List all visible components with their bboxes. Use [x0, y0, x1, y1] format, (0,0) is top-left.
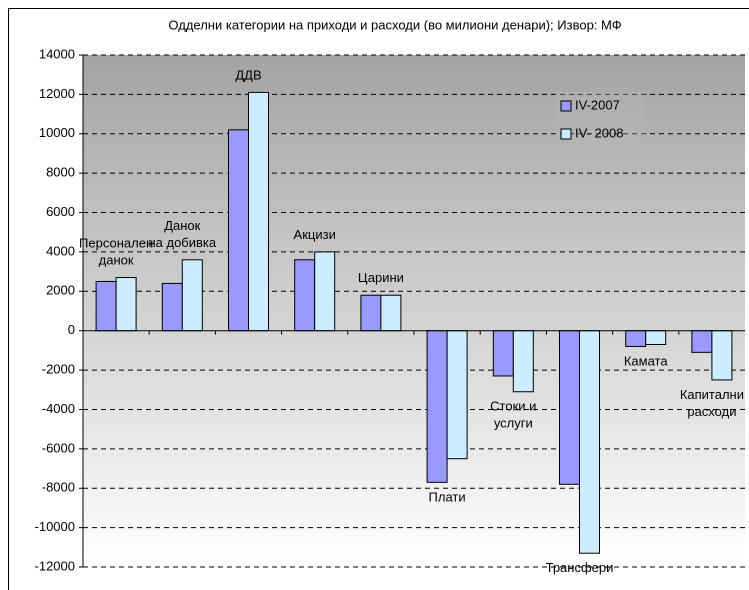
category-label: ДДВ	[235, 68, 261, 83]
y-tick-label: -6000	[42, 440, 75, 455]
category-label: Персонален данок	[79, 236, 153, 268]
y-tick-label: 12000	[39, 86, 75, 101]
y-tick-label: 10000	[39, 125, 75, 140]
bar	[625, 330, 647, 347]
y-tick-label: -10000	[35, 519, 75, 534]
y-tick-label: -2000	[42, 362, 75, 377]
bar	[294, 259, 316, 332]
category-label: Данок на добивка	[148, 218, 216, 250]
y-tick-label: 6000	[46, 204, 75, 219]
bar	[446, 330, 468, 460]
bar	[579, 330, 600, 554]
bar	[360, 294, 382, 332]
bar	[559, 330, 580, 485]
legend-label: IV-2007	[575, 97, 620, 112]
bar	[512, 330, 534, 393]
y-tick-label: -4000	[42, 401, 75, 416]
bar	[645, 330, 667, 345]
legend-swatch	[560, 128, 572, 140]
chart-title: Одделни категории на приходи и расходи (…	[168, 17, 621, 32]
bar	[426, 330, 448, 483]
category-label: Царини	[358, 271, 404, 286]
category-label: Камата	[624, 354, 668, 369]
category-label: Капитални расходи	[680, 387, 744, 419]
bar	[380, 294, 402, 332]
category-label: Акцизи	[294, 227, 336, 242]
bar	[711, 330, 733, 381]
y-tick-label: 14000	[39, 46, 75, 61]
bar	[492, 330, 514, 377]
y-tick-label: 0	[68, 322, 75, 337]
category-label: Стоки и услуги	[490, 399, 536, 431]
legend-swatch	[560, 100, 572, 112]
bar	[248, 91, 269, 332]
bar	[95, 280, 117, 332]
y-tick-label: -8000	[42, 480, 75, 495]
y-tick-label: 4000	[46, 243, 75, 258]
legend-label: IV- 2008	[575, 125, 623, 140]
bar	[691, 330, 713, 353]
bar	[228, 129, 249, 332]
bar	[161, 282, 183, 332]
y-tick-label: 8000	[46, 165, 75, 180]
bar	[314, 251, 336, 332]
category-label: Плати	[429, 490, 466, 505]
bar	[115, 277, 137, 332]
category-label: Трансфери	[546, 561, 614, 576]
bar	[181, 259, 203, 332]
y-tick-label: 2000	[46, 283, 75, 298]
y-tick-label: -12000	[35, 558, 75, 573]
